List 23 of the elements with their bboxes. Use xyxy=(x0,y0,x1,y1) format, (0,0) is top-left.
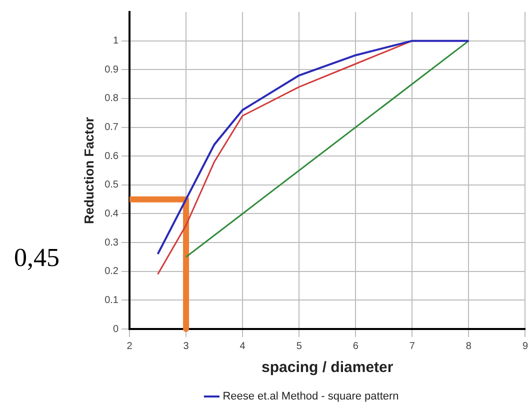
y-tick-label: 0.2 xyxy=(104,266,119,278)
y-axis-title: Reduction Factor xyxy=(81,117,96,224)
y-tick-label: 0.4 xyxy=(104,208,119,220)
text: 0,45 xyxy=(14,243,60,272)
y-tick-label: 0.7 xyxy=(104,122,119,134)
x-axis-title: spacing / diameter xyxy=(262,359,394,376)
y-tick-label: 1 xyxy=(112,36,119,47)
y-tick-label: 0.6 xyxy=(104,150,119,162)
x-tick-label: 5 xyxy=(296,340,302,352)
y-tick-label: 0.8 xyxy=(104,93,119,104)
y-tick-label: 0.1 xyxy=(104,294,119,306)
y-tick-label: 0.3 xyxy=(104,237,119,248)
x-tick-label: 2 xyxy=(126,340,133,352)
x-tick-label: 7 xyxy=(409,340,416,352)
x-tick-label: 6 xyxy=(352,340,359,352)
x-tick-label: 4 xyxy=(240,340,246,352)
y-tick-label: 0.5 xyxy=(104,180,119,191)
y-tick-label: 0.9 xyxy=(104,64,119,76)
legend-label: Reese et.al Method - square pattern xyxy=(222,390,399,403)
x-tick-label: 8 xyxy=(466,340,472,352)
x-tick-label: 3 xyxy=(183,340,190,352)
y-tick-label: 0 xyxy=(112,324,119,335)
x-tick-label: 9 xyxy=(522,340,528,352)
